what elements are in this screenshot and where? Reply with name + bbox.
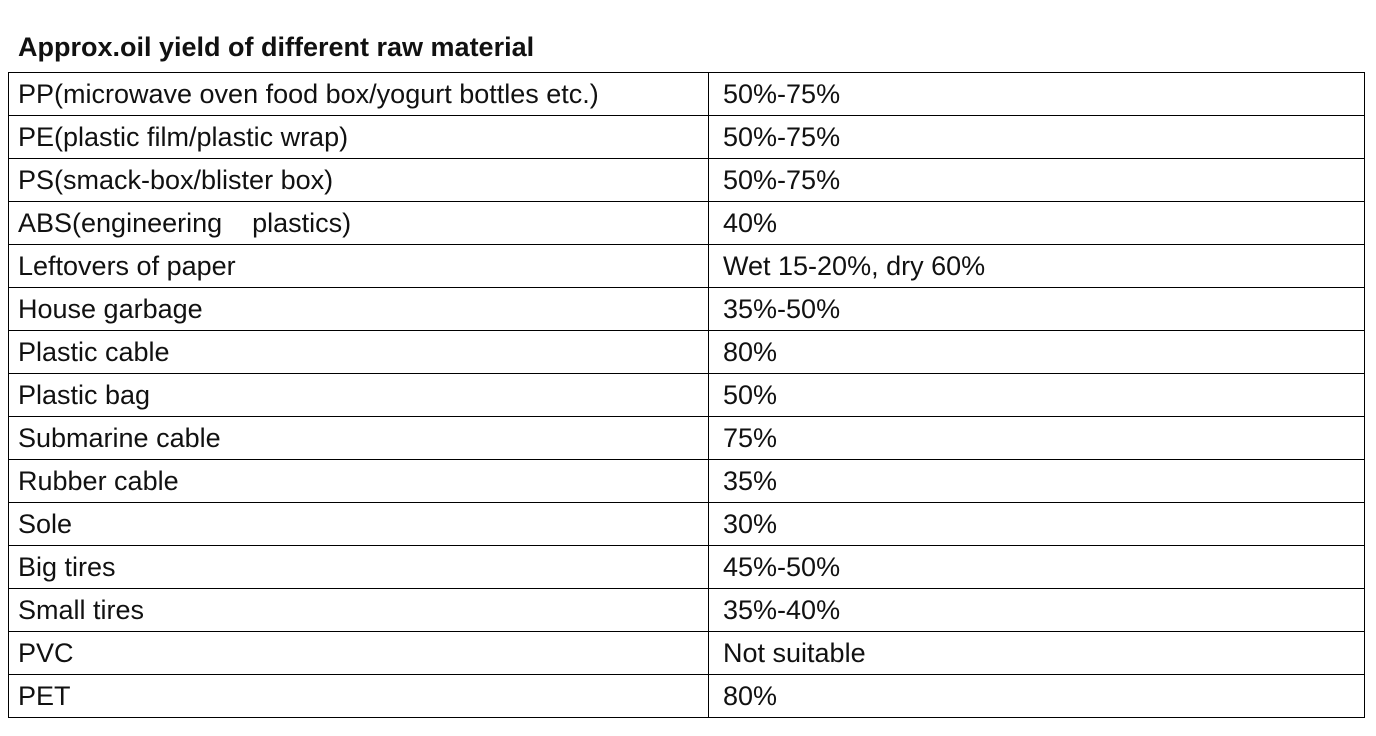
yield-cell: 75% <box>708 416 1365 460</box>
yield-cell: 35%-50% <box>708 287 1365 331</box>
material-cell: Rubber cable <box>8 459 709 503</box>
table-row: PE(plastic film/plastic wrap) 50%-75% <box>8 115 1365 159</box>
material-cell: PP(microwave oven food box/yogurt bottle… <box>8 72 709 116</box>
table-row: ABS(engineering plastics) 40% <box>8 201 1365 245</box>
table-row: PET 80% <box>8 674 1365 718</box>
table-row: PVC Not suitable <box>8 631 1365 675</box>
yield-cell: Not suitable <box>708 631 1365 675</box>
table-row: Rubber cable 35% <box>8 459 1365 503</box>
material-cell: ABS(engineering plastics) <box>8 201 709 245</box>
document-title: Approx.oil yield of different raw materi… <box>18 32 535 62</box>
table-row: Sole 30% <box>8 502 1365 546</box>
yield-cell: 40% <box>708 201 1365 245</box>
yield-cell: 80% <box>708 330 1365 374</box>
yield-cell: 50%-75% <box>708 72 1365 116</box>
yield-cell: 45%-50% <box>708 545 1365 589</box>
material-cell: Big tires <box>8 545 709 589</box>
table-row: Plastic cable 80% <box>8 330 1365 374</box>
table-row: Plastic bag 50% <box>8 373 1365 417</box>
yield-cell: 50%-75% <box>708 158 1365 202</box>
material-cell: Sole <box>8 502 709 546</box>
table-row: Big tires 45%-50% <box>8 545 1365 589</box>
yield-cell: Wet 15-20%, dry 60% <box>708 244 1365 288</box>
material-cell: Plastic cable <box>8 330 709 374</box>
material-cell: PVC <box>8 631 709 675</box>
material-cell: PET <box>8 674 709 718</box>
yield-cell: 50%-75% <box>708 115 1365 159</box>
material-cell: Submarine cable <box>8 416 709 460</box>
yield-cell: 35% <box>708 459 1365 503</box>
material-cell: PS(smack-box/blister box) <box>8 158 709 202</box>
material-cell: PE(plastic film/plastic wrap) <box>8 115 709 159</box>
table-row: PS(smack-box/blister box) 50%-75% <box>8 158 1365 202</box>
material-cell: House garbage <box>8 287 709 331</box>
yield-cell: 50% <box>708 373 1365 417</box>
table-row: PP(microwave oven food box/yogurt bottle… <box>8 72 1365 116</box>
table-row: Submarine cable 75% <box>8 416 1365 460</box>
oil-yield-table: PP(microwave oven food box/yogurt bottle… <box>8 72 1365 718</box>
table-row: Small tires 35%-40% <box>8 588 1365 632</box>
material-cell: Small tires <box>8 588 709 632</box>
table-row: Leftovers of paper Wet 15-20%, dry 60% <box>8 244 1365 288</box>
yield-cell: 35%-40% <box>708 588 1365 632</box>
yield-cell: 80% <box>708 674 1365 718</box>
yield-cell: 30% <box>708 502 1365 546</box>
material-cell: Plastic bag <box>8 373 709 417</box>
table-row: House garbage 35%-50% <box>8 287 1365 331</box>
material-cell: Leftovers of paper <box>8 244 709 288</box>
